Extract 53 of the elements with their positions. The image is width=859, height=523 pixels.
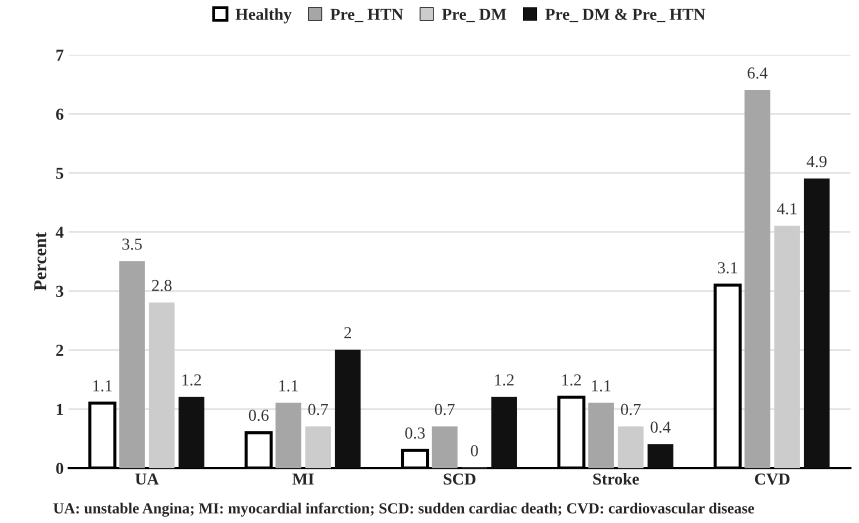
legend-label: Pre_ HTN [330, 8, 404, 22]
data-label: 1.2 [562, 374, 581, 386]
bar [744, 90, 770, 468]
data-label: 4.9 [806, 156, 827, 168]
bar [276, 402, 302, 468]
data-label: 0.7 [308, 404, 328, 416]
y-tick-label: 6 [56, 108, 64, 120]
y-tick-label: 5 [56, 168, 64, 179]
y-tick-label: 0 [56, 462, 64, 474]
data-label: 1.1 [592, 380, 610, 392]
y-axis-title: Percent [34, 232, 46, 291]
legend-label: Pre_ DM & Pre_ HTN [545, 8, 706, 22]
y-tick-label: 7 [56, 50, 64, 61]
x-tick-label: MI [292, 474, 314, 485]
bar [491, 396, 517, 468]
bar [178, 396, 204, 468]
data-label: 0.4 [650, 422, 671, 433]
data-label: 0.6 [248, 410, 269, 422]
data-label: 0.7 [620, 404, 641, 416]
bar [305, 426, 331, 468]
data-label: 4.1 [777, 203, 797, 214]
y-tick-label: 2 [56, 344, 64, 356]
data-label: 3.1 [718, 262, 738, 274]
x-tick-label: SCD [444, 473, 476, 485]
data-label: 6.4 [748, 67, 768, 79]
bar [148, 302, 175, 468]
data-label: 2.8 [152, 280, 172, 292]
bar [588, 402, 614, 468]
y-tick-label: 4 [56, 226, 64, 238]
bar [774, 226, 800, 468]
bar [119, 261, 145, 468]
data-label: 1.2 [182, 374, 201, 386]
data-label: 1.2 [495, 374, 514, 386]
data-label: 0.7 [434, 404, 455, 416]
data-label: 2 [344, 327, 352, 338]
data-label: 0.3 [405, 427, 425, 439]
data-label: 1.1 [279, 380, 298, 392]
bar [432, 426, 458, 468]
bar [334, 350, 361, 468]
data-label: 3.5 [122, 238, 142, 250]
x-tick-label: Stroke [593, 472, 639, 485]
y-tick-label: 3 [56, 286, 64, 297]
bar [804, 178, 830, 468]
x-tick-label: UA [135, 474, 159, 485]
legend-label: Pre_ DM [442, 8, 506, 22]
data-label: 0 [470, 445, 478, 456]
y-tick-label: 1 [56, 404, 63, 415]
data-label: 1.1 [93, 380, 112, 392]
text: UA: unstable Angina; MI: myocardial infarction; SCD: sudden cardiac death; CVD: cardiovascular disease [53, 502, 754, 517]
bar [648, 444, 674, 468]
legend-label: Healthy [236, 8, 292, 24]
x-tick-label: CVD [755, 473, 790, 485]
bar [618, 426, 644, 468]
